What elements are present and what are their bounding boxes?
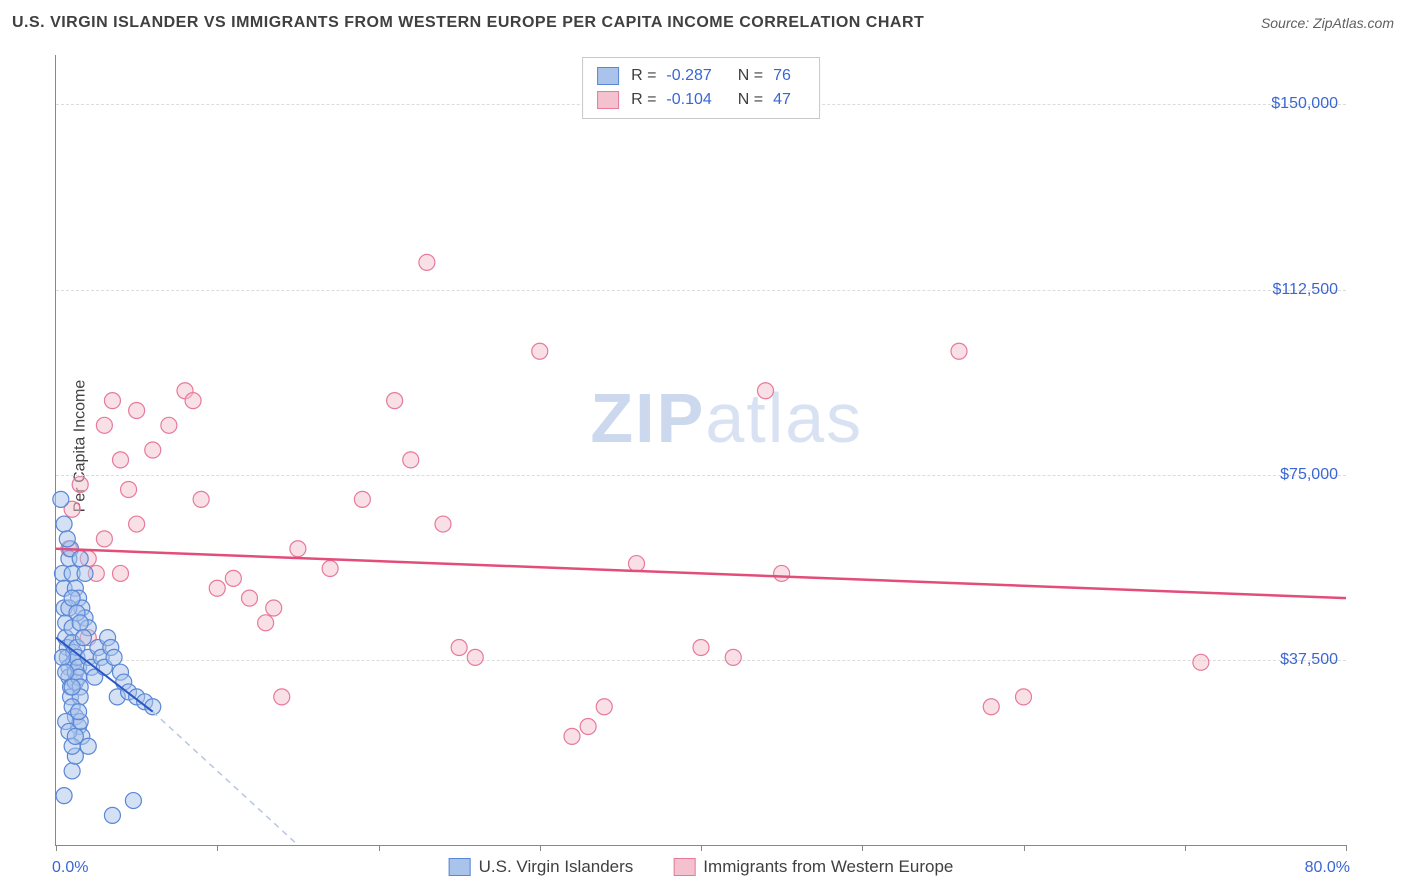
swatch-series-b-bottom: [673, 858, 695, 876]
swatch-series-b: [597, 91, 619, 109]
swatch-series-a: [597, 67, 619, 85]
chart-title: U.S. VIRGIN ISLANDER VS IMMIGRANTS FROM …: [12, 14, 924, 32]
plot-area: ZIPatlas $37,500$75,000$112,500$150,000 …: [55, 55, 1346, 846]
x-axis-max-label: 80.0%: [1305, 859, 1350, 877]
legend-row-a: R = -0.287 N = 76: [597, 64, 805, 88]
r-label-a: R =: [631, 64, 656, 88]
source-name: ZipAtlas.com: [1313, 15, 1394, 31]
r-label-b: R =: [631, 88, 656, 112]
n-value-a: 76: [773, 64, 791, 88]
correlation-legend: R = -0.287 N = 76 R = -0.104 N = 47: [582, 57, 820, 119]
scatter-svg: [56, 55, 1346, 845]
r-value-b: -0.104: [666, 88, 711, 112]
bottom-legend-a: U.S. Virgin Islanders: [449, 857, 634, 877]
n-label-a: N =: [738, 64, 763, 88]
x-axis-min-label: 0.0%: [52, 859, 88, 877]
bottom-legend: U.S. Virgin Islanders Immigrants from We…: [449, 857, 954, 877]
n-label-b: N =: [738, 88, 763, 112]
r-value-a: -0.287: [666, 64, 711, 88]
chart-container: U.S. VIRGIN ISLANDER VS IMMIGRANTS FROM …: [0, 0, 1406, 892]
bottom-legend-b: Immigrants from Western Europe: [673, 857, 953, 877]
header: U.S. VIRGIN ISLANDER VS IMMIGRANTS FROM …: [12, 8, 1394, 38]
swatch-series-a-bottom: [449, 858, 471, 876]
source-prefix: Source:: [1261, 15, 1313, 31]
bottom-legend-a-label: U.S. Virgin Islanders: [479, 857, 634, 877]
source-attribution: Source: ZipAtlas.com: [1261, 15, 1394, 31]
legend-row-b: R = -0.104 N = 47: [597, 88, 805, 112]
bottom-legend-b-label: Immigrants from Western Europe: [703, 857, 953, 877]
n-value-b: 47: [773, 88, 791, 112]
